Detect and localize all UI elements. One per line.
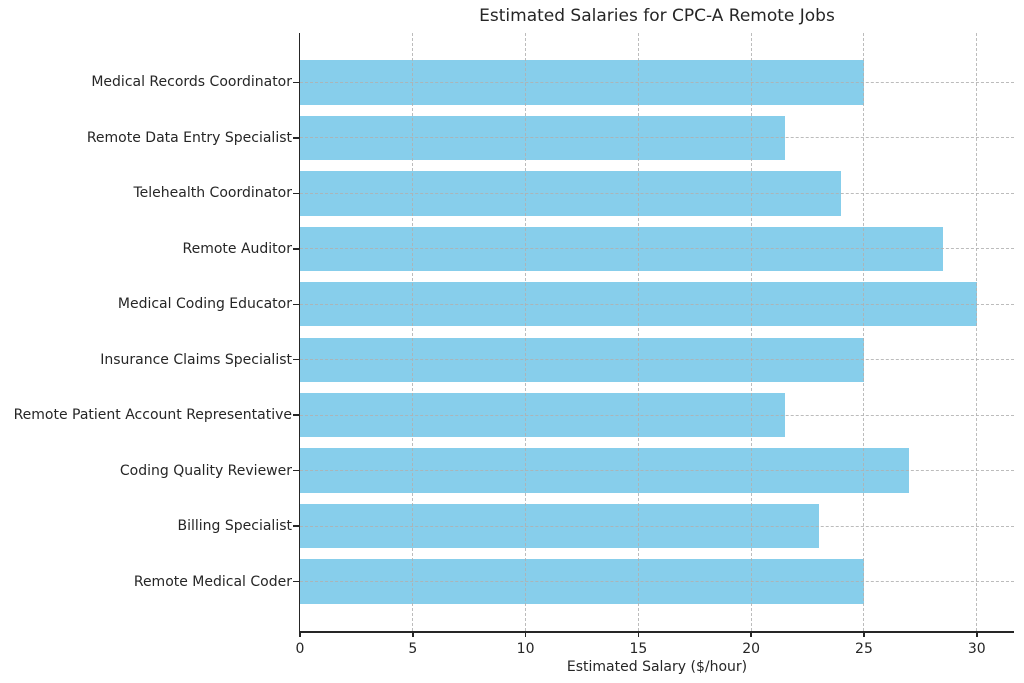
x-axis-spine xyxy=(298,631,1014,633)
horizontal-gridline xyxy=(300,470,1014,472)
y-axis-tick xyxy=(293,414,299,416)
y-category-label: Insurance Claims Specialist xyxy=(100,351,292,368)
x-axis-tick xyxy=(863,632,865,637)
x-axis-tick-labels: 0 5 10 15 20 25 30 xyxy=(0,641,1024,659)
horizontal-gridline xyxy=(300,581,1014,583)
y-axis-tick xyxy=(293,137,299,139)
horizontal-gridline xyxy=(300,414,1014,416)
x-axis-tick xyxy=(637,632,640,637)
y-category-label: Remote Medical Coder xyxy=(133,573,292,590)
y-axis-tick xyxy=(293,81,299,84)
y-axis-tick xyxy=(293,358,299,361)
vertical-gridline xyxy=(976,33,978,631)
horizontal-gridline xyxy=(300,525,1014,527)
y-category-label: Coding Quality Reviewer xyxy=(119,462,292,479)
y-axis-spine xyxy=(298,33,300,633)
y-axis-tick xyxy=(293,580,299,583)
vertical-gridline xyxy=(525,33,527,631)
y-axis-tick xyxy=(293,525,299,527)
x-tick-label: 15 xyxy=(629,641,648,657)
x-tick-label: 0 xyxy=(295,641,305,657)
horizontal-gridline xyxy=(300,137,1014,139)
y-axis-tick xyxy=(293,248,299,250)
x-tick-label: 5 xyxy=(408,641,418,657)
horizontal-gridline xyxy=(300,81,1014,83)
y-category-label: Medical Records Coordinator xyxy=(91,74,292,91)
y-category-label: Medical Coding Educator xyxy=(117,296,292,313)
x-tick-label: 10 xyxy=(516,641,535,657)
x-axis-title: Estimated Salary ($/hour) xyxy=(566,659,748,675)
x-axis-tick xyxy=(412,632,414,637)
y-category-label: Billing Specialist xyxy=(177,518,293,535)
x-axis-tick xyxy=(299,632,301,637)
vertical-gridline xyxy=(750,33,752,631)
vertical-gridline xyxy=(863,33,865,631)
y-category-label: Telehealth Coordinator xyxy=(133,185,292,202)
x-axis-tick xyxy=(750,632,752,637)
x-axis-tick xyxy=(976,632,978,637)
x-tick-label: 30 xyxy=(967,641,986,657)
horizontal-gridline xyxy=(300,303,1014,305)
y-axis-tick xyxy=(293,469,299,472)
y-axis-tick xyxy=(293,303,299,305)
plot-area xyxy=(293,33,1014,637)
y-category-label: Remote Data Entry Specialist xyxy=(86,129,292,146)
y-category-label: Remote Auditor xyxy=(182,240,292,257)
y-axis-labels: Medical Records Coordinator Remote Data E… xyxy=(0,0,300,683)
y-category-label: Remote Patient Account Representative xyxy=(13,407,292,424)
horizontal-gridline xyxy=(300,359,1014,361)
x-tick-label: 25 xyxy=(855,641,873,657)
x-axis-tick xyxy=(524,632,527,637)
chart-title: Estimated Salaries for CPC-A Remote Jobs xyxy=(479,6,835,26)
vertical-gridline xyxy=(412,33,414,631)
y-axis-tick xyxy=(293,192,299,195)
vertical-gridline xyxy=(637,33,639,631)
horizontal-gridline xyxy=(300,192,1014,194)
horizontal-gridline xyxy=(300,248,1014,250)
x-tick-label: 20 xyxy=(742,641,761,657)
